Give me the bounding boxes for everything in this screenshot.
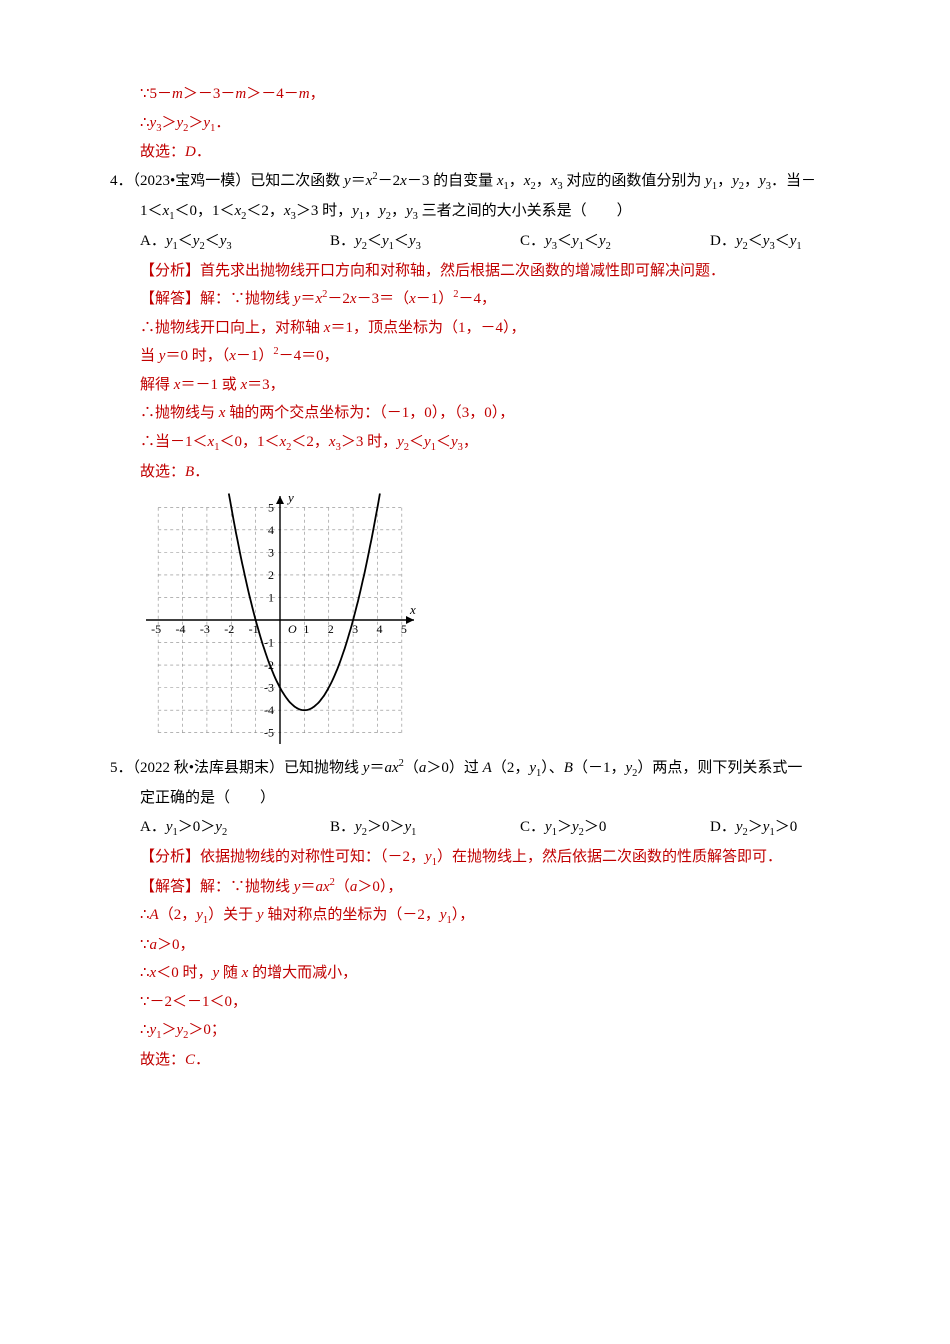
svg-text:4: 4 <box>376 622 382 636</box>
svg-text:-3: -3 <box>264 681 274 695</box>
q4-sol-answer: 故选：B． <box>140 458 860 487</box>
svg-text:4: 4 <box>268 523 274 537</box>
q5-sol-answer: 故选：C． <box>140 1046 860 1075</box>
svg-text:-1: -1 <box>264 636 274 650</box>
q5-option-d[interactable]: D．y2＞y1＞0 <box>710 813 860 843</box>
q4-sol-line3: 当 y＝0 时，（x－1）2－4＝0， <box>140 342 860 371</box>
q4-option-d[interactable]: D．y2＜y3＜y1 <box>710 227 860 257</box>
svg-text:-2: -2 <box>224 622 234 636</box>
q5-number: 5． <box>110 760 133 776</box>
svg-text:3: 3 <box>268 546 274 560</box>
svg-text:1: 1 <box>268 591 274 605</box>
q4-number: 4． <box>110 173 133 189</box>
q4-options: A．y1＜y2＜y3 B．y2＜y1＜y3 C．y3＜y1＜y2 D．y2＜y3… <box>140 227 860 257</box>
q4-sol-line5: ∴抛物线与 x 轴的两个交点坐标为：（－1，0），（3，0）， <box>140 399 860 428</box>
q4-sol-line1: 【解答】解：∵抛物线 y＝x2－2x－3＝（x－1）2－4， <box>140 285 860 314</box>
svg-text:2: 2 <box>328 622 334 636</box>
svg-text:-5: -5 <box>264 726 274 740</box>
svg-text:2: 2 <box>268 568 274 582</box>
q5-sol-line4: ∴x＜0 时，y 随 x 的增大而减小， <box>140 959 860 988</box>
q4-option-a[interactable]: A．y1＜y2＜y3 <box>140 227 290 257</box>
q4-sol-line6: ∴当－1＜x1＜0，1＜x2＜2，x3＞3 时，y2＜y1＜y3， <box>140 428 860 458</box>
q5-analysis: 【分析】依据抛物线的对称性可知：（－2，y1）在抛物线上，然后依据二次函数的性质… <box>140 843 860 873</box>
q5-option-c[interactable]: C．y1＞y2＞0 <box>520 813 670 843</box>
prev-line1: ∵5－m＞－3－m＞－4－m， <box>140 80 860 109</box>
svg-text:5: 5 <box>268 500 274 514</box>
svg-text:5: 5 <box>401 622 407 636</box>
q4-option-c[interactable]: C．y3＜y1＜y2 <box>520 227 670 257</box>
q4-analysis: 【分析】首先求出抛物线开口方向和对称轴，然后根据二次函数的增减性即可解决问题． <box>140 257 860 286</box>
svg-text:3: 3 <box>352 622 358 636</box>
svg-text:O: O <box>288 622 297 636</box>
q4-sol-line4: 解得 x＝－1 或 x＝3， <box>140 371 860 400</box>
prev-line2: ∴y3＞y2＞y1． <box>140 109 860 139</box>
svg-text:1: 1 <box>303 622 309 636</box>
svg-text:-4: -4 <box>264 703 274 717</box>
q5-stem-line2: 定正确的是（ ） <box>140 784 860 813</box>
q5-option-a[interactable]: A．y1＞0＞y2 <box>140 813 290 843</box>
q4-stem-line2: 1＜x1＜0，1＜x2＜2，x3＞3 时，y1，y2，y3 三者之间的大小关系是… <box>140 197 860 227</box>
svg-text:y: y <box>286 490 294 505</box>
prev-answer: 故选：D． <box>140 138 860 167</box>
svg-text:x: x <box>409 602 416 617</box>
q5-sol-line2: ∴A（2，y1）关于 y 轴对称点的坐标为（－2，y1）， <box>140 901 860 931</box>
svg-text:-5: -5 <box>151 622 161 636</box>
q4-option-b[interactable]: B．y2＜y1＜y3 <box>330 227 480 257</box>
q5-option-b[interactable]: B．y2＞0＞y1 <box>330 813 480 843</box>
q5-stem: 5．（2022 秋•法库县期末）已知抛物线 y＝ax2（a＞0）过 A（2，y1… <box>110 754 860 784</box>
q5-sol-line1: 【解答】解：∵抛物线 y＝ax2（a＞0）， <box>140 873 860 902</box>
q5-options: A．y1＞0＞y2 B．y2＞0＞y1 C．y1＞y2＞0 D．y2＞y1＞0 <box>140 813 860 843</box>
svg-text:-4: -4 <box>176 622 186 636</box>
parabola-chart: -5-4-3-2-112345-5-4-3-2-112345Oxy <box>140 490 420 750</box>
q4-stem: 4．（2023•宝鸡一模）已知二次函数 y＝x2－2x－3 的自变量 x1，x2… <box>110 167 860 197</box>
svg-text:-3: -3 <box>200 622 210 636</box>
q4-sol-line2: ∴抛物线开口向上，对称轴 x＝1，顶点坐标为（1，－4）， <box>140 314 860 343</box>
q5-sol-line6: ∴y1＞y2＞0； <box>140 1016 860 1046</box>
q5-sol-line5: ∵－2＜－1＜0， <box>140 988 860 1017</box>
q5-sol-line3: ∵a＞0， <box>140 931 860 960</box>
